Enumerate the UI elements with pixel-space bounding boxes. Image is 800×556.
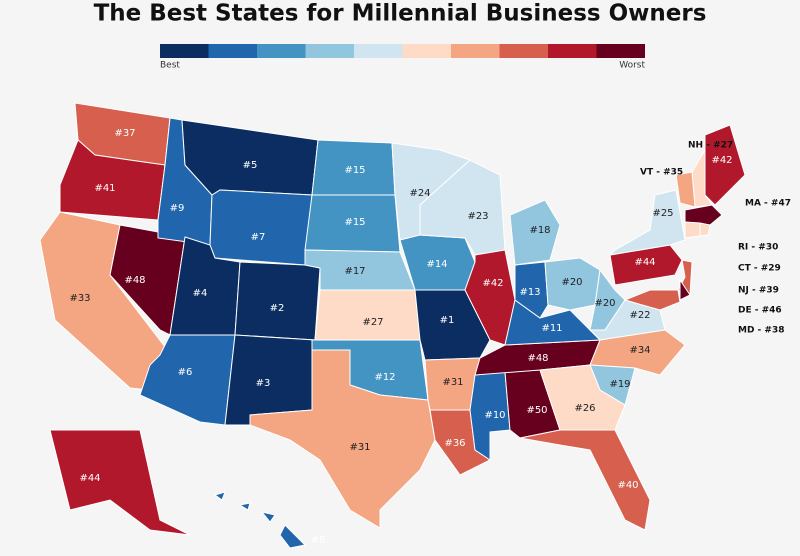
state-shape — [238, 502, 251, 511]
legend-swatch — [596, 44, 645, 58]
callout-label: VT - #35 — [640, 168, 683, 178]
state-shape — [209, 189, 313, 266]
state-label: #24 — [409, 188, 430, 199]
state-shape — [699, 222, 711, 237]
state-label: #25 — [652, 208, 673, 219]
legend-swatch — [257, 44, 306, 58]
state-label: #34 — [629, 345, 650, 356]
state-shape — [623, 289, 681, 311]
state-label: #27 — [362, 317, 383, 328]
legend-high: Worst — [619, 61, 645, 71]
state-label: #33 — [69, 293, 90, 304]
state-shape — [181, 119, 319, 196]
states — [39, 102, 746, 549]
state-shape — [49, 429, 191, 536]
legend — [160, 44, 645, 58]
state-label: #13 — [519, 287, 540, 298]
state-label: #18 — [529, 225, 550, 236]
callout-label: CT - #29 — [738, 264, 781, 274]
state-label: #6 — [178, 367, 193, 378]
legend-swatch — [402, 44, 451, 58]
state-shape — [675, 171, 696, 208]
state-shape — [608, 189, 686, 256]
legend-swatch — [160, 44, 209, 58]
state-labels: #37 #41 #33 #48 #9 #5 #7 #4 #2 #6 #3 #15 #15 #17 #27 #1… — [69, 128, 791, 546]
state-label: #5 — [243, 160, 258, 171]
state-shape — [213, 491, 226, 501]
state-shape — [509, 199, 561, 266]
state-label: #50 — [526, 405, 547, 416]
legend-swatch — [499, 44, 548, 58]
state-shape — [684, 221, 701, 239]
state-label: #10 — [484, 410, 505, 421]
state-label: #23 — [467, 211, 488, 222]
state-label: #8 — [311, 535, 326, 546]
state-shape — [314, 289, 421, 341]
legend-swatch — [548, 44, 597, 58]
state-label: #15 — [344, 217, 365, 228]
state-label: #44 — [79, 473, 100, 484]
state-label: #14 — [426, 259, 447, 270]
state-shape — [419, 159, 506, 256]
legend-swatch — [451, 44, 500, 58]
state-label: #15 — [344, 165, 365, 176]
state-label: #17 — [344, 266, 365, 277]
callout-label: MA - #47 — [745, 199, 791, 209]
callout-label: MD - #38 — [738, 326, 785, 336]
state-shape — [260, 511, 276, 523]
state-label: #48 — [124, 275, 145, 286]
legend-swatch — [208, 44, 257, 58]
state-label: #11 — [541, 323, 562, 334]
state-label: #26 — [574, 403, 595, 414]
state-shape — [684, 204, 723, 226]
state-shape — [234, 261, 321, 341]
state-label: #9 — [170, 203, 185, 214]
legend-swatch — [305, 44, 354, 58]
state-label: #48 — [527, 353, 548, 364]
title: The Best States for Millennial Business … — [94, 1, 707, 27]
callout-label: NJ - #39 — [738, 286, 779, 296]
state-shape — [279, 524, 307, 549]
state-label: #20 — [561, 277, 582, 288]
callout-label: RI - #30 — [738, 243, 778, 253]
state-label: #22 — [629, 310, 650, 321]
callout-label: DE - #46 — [738, 306, 782, 316]
legend-low: Best — [160, 61, 180, 71]
state-label: #20 — [594, 298, 615, 309]
state-label: #31 — [349, 442, 370, 453]
state-label: #42 — [711, 155, 732, 166]
state-label: #3 — [256, 378, 271, 389]
state-shape — [514, 261, 549, 319]
state-label: #41 — [94, 183, 115, 194]
state-label: #2 — [270, 303, 285, 314]
state-label: #42 — [482, 278, 503, 289]
state-label: #40 — [617, 480, 638, 491]
state-shape — [249, 349, 436, 529]
state-label: #36 — [444, 438, 465, 449]
state-label: #7 — [251, 232, 266, 243]
state-label: #19 — [609, 379, 630, 390]
state-label: #44 — [634, 257, 655, 268]
legend-swatch — [354, 44, 403, 58]
state-label: #1 — [440, 315, 455, 326]
callout-label: NH - #27 — [688, 141, 733, 151]
state-label: #4 — [193, 288, 208, 299]
state-shape — [679, 278, 691, 301]
state-label: #31 — [442, 377, 463, 388]
state-shape — [464, 249, 516, 346]
state-label: #12 — [374, 372, 395, 383]
state-shape — [519, 429, 651, 531]
state-label: #37 — [114, 128, 135, 139]
